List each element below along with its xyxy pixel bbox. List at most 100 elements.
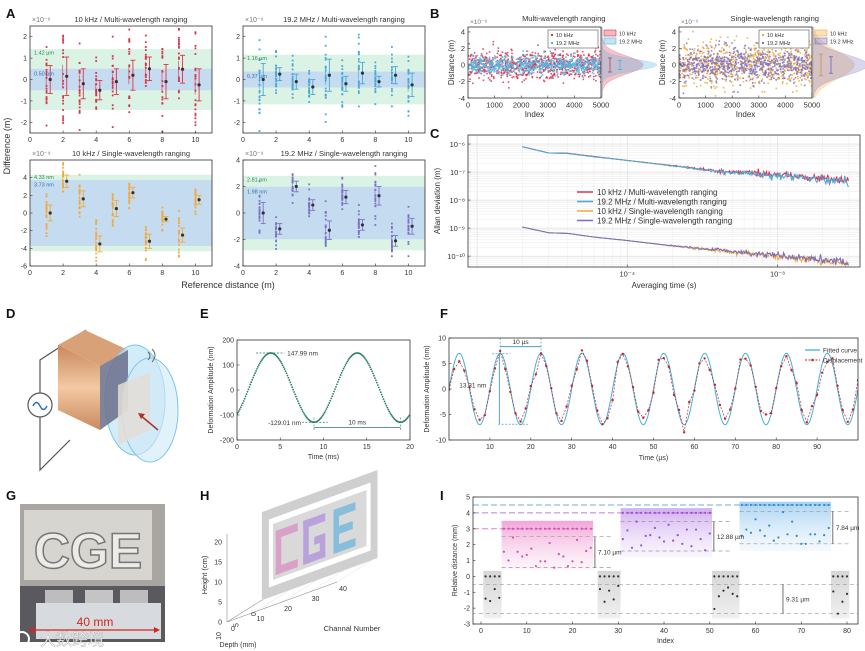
sample-point bbox=[341, 195, 344, 198]
sample-point-a bbox=[781, 82, 784, 85]
sample-point bbox=[291, 54, 294, 57]
sample-point bbox=[407, 218, 410, 221]
sample-point-a bbox=[699, 84, 702, 87]
sample-point-b bbox=[749, 67, 752, 70]
reference-box bbox=[483, 570, 502, 619]
level-point bbox=[772, 503, 775, 507]
sample-point-a bbox=[718, 69, 721, 72]
sample-point bbox=[324, 44, 327, 47]
sample-point bbox=[194, 89, 197, 92]
sample-point-b bbox=[476, 69, 478, 71]
sample-point-b bbox=[754, 66, 756, 69]
sample-point-a bbox=[810, 85, 812, 87]
sample-point-a bbox=[480, 72, 483, 75]
sample-point-b bbox=[715, 61, 717, 64]
displacement-point bbox=[754, 385, 757, 389]
sample-point-a bbox=[477, 69, 480, 71]
sample-point-b bbox=[787, 66, 790, 68]
sample-point bbox=[275, 67, 277, 70]
sample-point bbox=[258, 58, 261, 61]
sample-point-a bbox=[552, 56, 555, 58]
sample-point-b bbox=[764, 62, 767, 64]
sample-point bbox=[374, 165, 377, 167]
sample-point-b bbox=[481, 66, 484, 69]
sample-point-b bbox=[740, 52, 742, 55]
period-annotation: 10 ms bbox=[348, 420, 366, 427]
sample-point bbox=[178, 45, 180, 48]
x-tick-label: 10⁻⁴ bbox=[619, 270, 635, 279]
mean-point bbox=[131, 191, 135, 195]
sample-point-a bbox=[753, 47, 756, 50]
sample-point-a bbox=[798, 80, 801, 82]
sample-point bbox=[62, 52, 64, 55]
sample-point bbox=[667, 523, 670, 526]
sample-point-a bbox=[504, 63, 507, 65]
sample-point-a bbox=[767, 55, 769, 58]
sample-point-b bbox=[584, 61, 586, 64]
level-point bbox=[786, 503, 789, 507]
data-point bbox=[247, 388, 250, 391]
sample-point-a bbox=[783, 69, 786, 71]
sample-point-b bbox=[534, 56, 537, 58]
data-point bbox=[347, 359, 350, 361]
sample-point-b bbox=[761, 51, 764, 54]
sample-point bbox=[571, 560, 574, 563]
data-point bbox=[258, 362, 261, 365]
sample-point bbox=[308, 197, 311, 200]
y-tick-label: -1 bbox=[234, 98, 240, 105]
sample-point-b bbox=[728, 60, 730, 62]
sample-point-b bbox=[544, 69, 546, 72]
sample-point-a bbox=[763, 71, 765, 74]
sample-point-a bbox=[736, 77, 739, 80]
sample-point-a bbox=[718, 59, 720, 61]
displacement-point bbox=[826, 360, 829, 364]
sample-point bbox=[194, 188, 197, 191]
level-point bbox=[548, 527, 551, 530]
data-point bbox=[294, 393, 296, 396]
legend-label: 19.2 MHz / Multi-wavelength ranging bbox=[597, 198, 727, 207]
level-point bbox=[530, 527, 533, 530]
legend-patch bbox=[814, 37, 828, 45]
sample-point-a bbox=[491, 63, 493, 66]
sample-point bbox=[78, 189, 81, 192]
sample-point-b bbox=[717, 68, 720, 71]
data-point bbox=[304, 414, 307, 417]
sample-point-a bbox=[789, 79, 792, 81]
sample-point-b bbox=[809, 68, 812, 70]
displacement-point bbox=[795, 381, 798, 385]
sample-point-b bbox=[483, 60, 486, 63]
level-point bbox=[640, 511, 643, 514]
sample-point-b bbox=[682, 56, 684, 59]
sample-point-b bbox=[734, 56, 737, 59]
sample-point-b bbox=[561, 61, 563, 63]
sample-point-a bbox=[710, 71, 713, 73]
sample-point-b bbox=[585, 71, 587, 74]
sample-point-b bbox=[562, 71, 564, 74]
data-point bbox=[286, 374, 289, 377]
panel-label-h: H bbox=[200, 488, 209, 503]
sample-point-a bbox=[516, 74, 518, 76]
sample-point-b bbox=[679, 63, 682, 65]
sample-point-b bbox=[803, 67, 806, 69]
sample-point bbox=[275, 70, 277, 73]
data-point bbox=[371, 370, 374, 373]
data-point bbox=[261, 357, 264, 360]
sample-point-b bbox=[471, 54, 474, 56]
sample-point bbox=[128, 39, 131, 41]
sample-point-b bbox=[565, 59, 568, 62]
sample-point-b bbox=[683, 70, 685, 72]
level-point bbox=[557, 527, 560, 530]
sample-point-b bbox=[568, 70, 571, 73]
panel-label-g: G bbox=[6, 488, 16, 503]
sample-point-b bbox=[594, 65, 596, 68]
sample-point-b bbox=[793, 55, 796, 57]
sample-point bbox=[275, 89, 277, 92]
sample-point-b bbox=[504, 66, 507, 68]
sample-point-a bbox=[492, 43, 494, 46]
sample-point-b bbox=[800, 74, 803, 77]
y-tick-label: 0 bbox=[23, 77, 27, 84]
sample-point bbox=[543, 560, 547, 563]
sample-point-a bbox=[792, 56, 794, 59]
sample-point-a bbox=[702, 46, 704, 49]
sample-point-a bbox=[761, 50, 764, 52]
